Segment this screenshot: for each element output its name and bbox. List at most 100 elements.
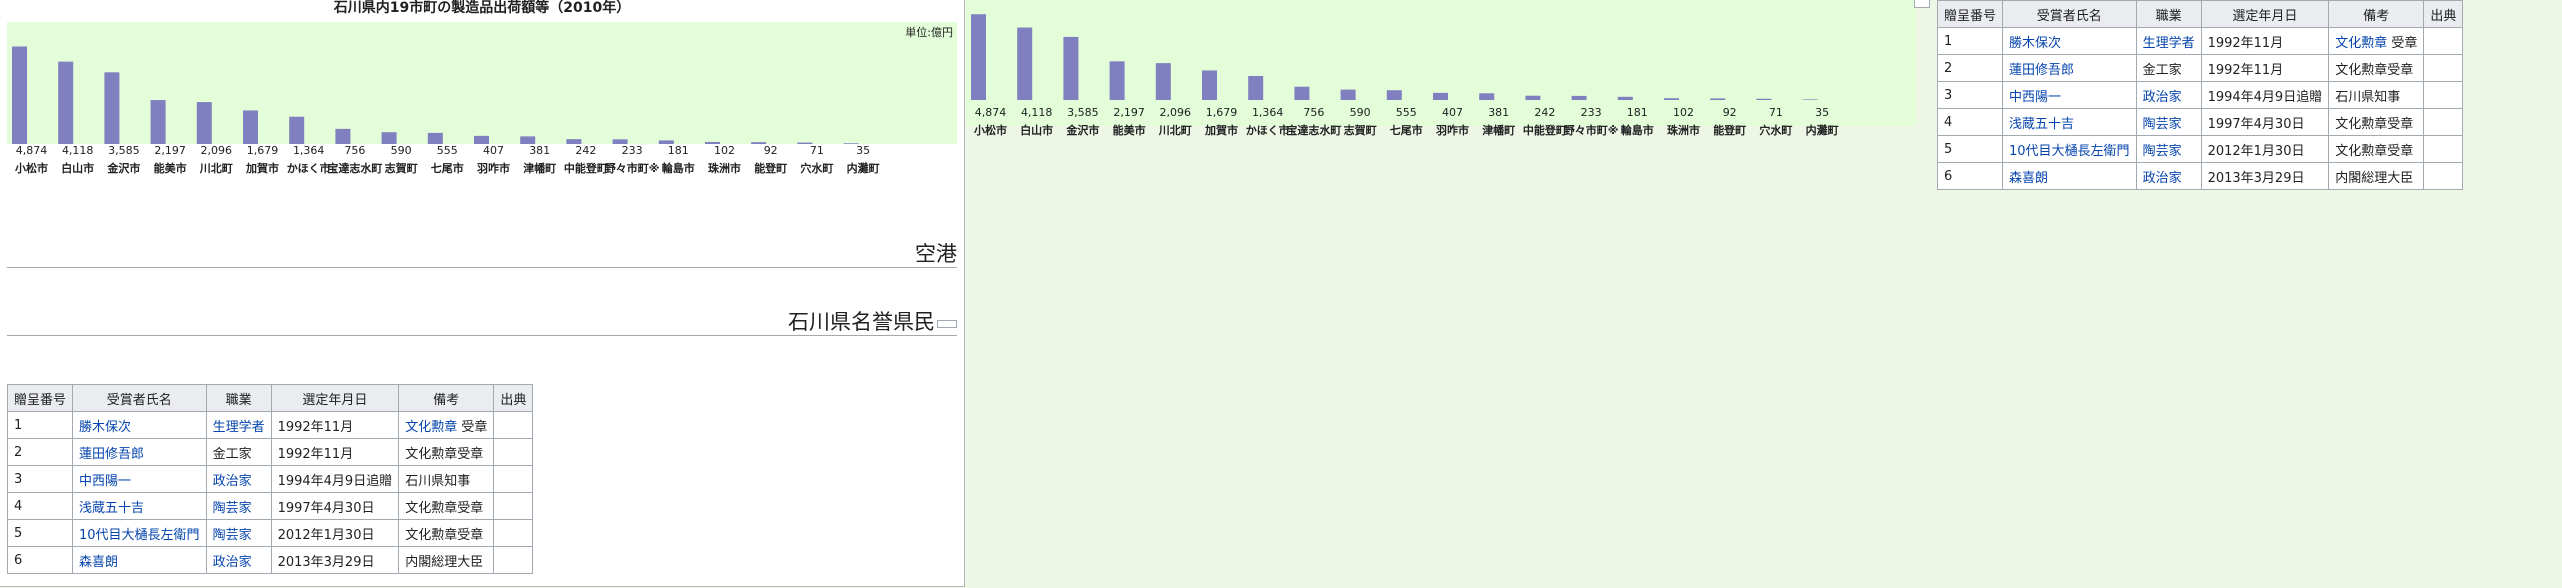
bar-穴水町	[797, 142, 813, 144]
cell-name-link[interactable]: 浅蔵五十吉	[2002, 108, 2137, 136]
category-label: 川北町	[199, 161, 233, 175]
data-label: 381	[1488, 106, 1509, 119]
cell-source	[493, 546, 534, 574]
cell-job[interactable]: 生理学者	[205, 411, 272, 439]
data-label: 407	[483, 144, 504, 157]
column-header: 出典	[493, 384, 534, 412]
cell-job[interactable]: 政治家	[2135, 81, 2202, 109]
bar-穴水町	[1756, 98, 1772, 100]
chart-category-labels: 4,874 4,118 3,585 2,197 2,096 1,679 1,364 756 59…	[14, 144, 880, 175]
note-text: 内閣総理大臣	[405, 554, 484, 570]
cell-number: 6	[1936, 162, 2004, 190]
category-label: 小松市	[973, 123, 1007, 137]
cell-name-link[interactable]: 中西陽一	[72, 465, 207, 493]
cell-number: 4	[1936, 108, 2004, 136]
note-text: 石川県知事	[405, 473, 471, 489]
cell-note[interactable]: 文化勲章 受章	[2328, 27, 2425, 55]
cell-name-link[interactable]: 10代目大樋長左衛門	[2002, 135, 2137, 163]
cell-name-link[interactable]: 勝木保次	[2002, 27, 2137, 55]
cell-name-link[interactable]: 蓮田修吾郎	[72, 438, 207, 466]
bar-かほく市	[289, 116, 305, 144]
bar-川北町	[1155, 63, 1171, 100]
bar-七尾市	[1386, 90, 1402, 100]
cell-date: 1992年11月	[270, 411, 400, 439]
note-link[interactable]: 文化勲章	[405, 419, 458, 435]
cell-job[interactable]: 生理学者	[2135, 27, 2202, 55]
category-label: 能美市	[1113, 123, 1146, 137]
data-label: 2,197	[154, 144, 186, 157]
cell-source	[493, 438, 534, 466]
category-label: 宝達志水町	[327, 161, 382, 175]
cell-note: 内閣総理大臣	[2328, 162, 2425, 190]
data-label: 233	[622, 144, 643, 157]
bar-白山市	[58, 61, 74, 144]
bar-川北町	[196, 102, 212, 144]
category-label: 白山市	[1020, 123, 1053, 137]
column-header: 職業	[2135, 0, 2202, 28]
cell-name-link[interactable]: 中西陽一	[2002, 81, 2137, 109]
bar-加賀市	[1202, 70, 1217, 100]
cell-name-link[interactable]: 10代目大樋長左衛門	[72, 519, 207, 547]
category-label: 金沢市	[1065, 123, 1099, 137]
bar-chart-right	[971, 14, 1818, 101]
cell-job[interactable]: 陶芸家	[2135, 108, 2202, 136]
heading-airport: 空港	[7, 241, 957, 268]
bar-加賀市	[243, 110, 258, 144]
cell-name-link[interactable]: 森喜朗	[2002, 162, 2137, 190]
data-label: 1,364	[293, 144, 325, 157]
cell-date: 2012年1月30日	[270, 519, 400, 547]
cell-note: 文化勲章受章	[398, 438, 495, 466]
cell-note[interactable]: 文化勲章 受章	[398, 411, 495, 439]
cell-job[interactable]: 政治家	[205, 546, 272, 574]
cell-date: 1997年4月30日	[2200, 108, 2330, 136]
note-link[interactable]: 文化勲章	[2335, 35, 2388, 51]
cell-note: 石川県知事	[398, 465, 495, 493]
table-row: 6 森喜朗 政治家 2013年3月29日 内閣総理大臣	[1936, 162, 2464, 190]
data-label: 756	[1303, 106, 1324, 119]
edit-box-icon-right[interactable]	[1914, 0, 1930, 8]
category-label: 白山市	[61, 161, 94, 175]
cell-note: 石川県知事	[2328, 81, 2425, 109]
cell-name-link[interactable]: 森喜朗	[72, 546, 207, 574]
category-label: 羽咋市	[1436, 123, 1469, 137]
heading-honorary: 石川県名誉県民	[7, 309, 957, 336]
bar-羽咋市	[474, 135, 489, 144]
cell-date: 1994年4月9日追贈	[270, 465, 400, 493]
bar-金沢市	[104, 72, 120, 144]
data-label: 4,874	[975, 106, 1007, 119]
cell-job[interactable]: 陶芸家	[2135, 135, 2202, 163]
data-label: 590	[391, 144, 412, 157]
bar-中能登町	[1525, 95, 1541, 100]
category-label: 珠洲市	[708, 161, 741, 175]
bar-能美市	[150, 100, 166, 144]
data-label: 4,874	[16, 144, 48, 157]
column-header: 備考	[398, 384, 495, 412]
data-label: 102	[1673, 106, 1694, 119]
cell-name-link[interactable]: 勝木保次	[72, 411, 207, 439]
data-label: 2,096	[1160, 106, 1192, 119]
note-text: 石川県知事	[2335, 89, 2401, 105]
cell-job[interactable]: 陶芸家	[205, 519, 272, 547]
cell-name-link[interactable]: 浅蔵五十吉	[72, 492, 207, 520]
cell-date: 1994年4月9日追贈	[2200, 81, 2330, 109]
table-row: 3 中西陽一 政治家 1994年4月9日追贈 石川県知事	[1936, 81, 2464, 109]
bar-志賀町	[381, 132, 397, 144]
cell-job[interactable]: 政治家	[2135, 162, 2202, 190]
cell-note: 文化勲章受章	[398, 492, 495, 520]
cell-note: 内閣総理大臣	[398, 546, 495, 574]
note-text: 文化勲章受章	[405, 446, 484, 462]
bar-七尾市	[427, 132, 443, 144]
edit-box-icon[interactable]	[937, 319, 957, 328]
category-label: 志賀町	[1344, 123, 1377, 137]
cell-source	[493, 519, 534, 547]
data-label: 2,096	[201, 144, 233, 157]
cell-job[interactable]: 陶芸家	[205, 492, 272, 520]
data-label: 1,679	[247, 144, 279, 157]
cell-name-link[interactable]: 蓮田修吾郎	[2002, 54, 2137, 82]
category-label: 金沢市	[106, 161, 140, 175]
bar-中能登町	[566, 139, 582, 144]
table-row: 5 10代目大樋長左衛門 陶芸家 2012年1月30日 文化勲章受章	[6, 519, 534, 547]
cell-job[interactable]: 政治家	[205, 465, 272, 493]
award-table-copy: 贈呈番号 受賞者氏名 職業 選定年月日 備考 出典 1 勝木保次 生理学者 1992年11月 文化勲…	[1936, 0, 2464, 190]
category-label: かほく市	[287, 161, 331, 175]
